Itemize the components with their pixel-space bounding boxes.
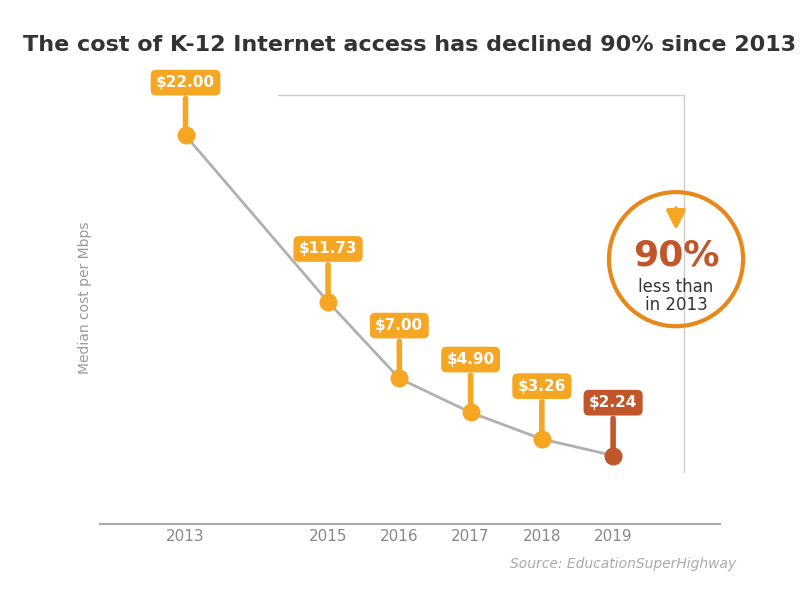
Text: $22.00: $22.00 bbox=[156, 75, 215, 133]
Text: in 2013: in 2013 bbox=[645, 296, 707, 315]
Text: $3.26: $3.26 bbox=[518, 379, 566, 436]
Text: $7.00: $7.00 bbox=[375, 318, 423, 376]
Text: $4.90: $4.90 bbox=[446, 352, 494, 410]
Title: The cost of K-12 Internet access has declined 90% since 2013: The cost of K-12 Internet access has dec… bbox=[23, 35, 797, 55]
Text: less than: less than bbox=[638, 279, 714, 296]
Text: Source: EducationSuperHighway: Source: EducationSuperHighway bbox=[510, 557, 736, 571]
Text: $11.73: $11.73 bbox=[298, 241, 358, 299]
Text: $2.24: $2.24 bbox=[589, 395, 638, 453]
Y-axis label: Median cost per Mbps: Median cost per Mbps bbox=[78, 221, 92, 373]
Text: 90%: 90% bbox=[633, 239, 719, 273]
